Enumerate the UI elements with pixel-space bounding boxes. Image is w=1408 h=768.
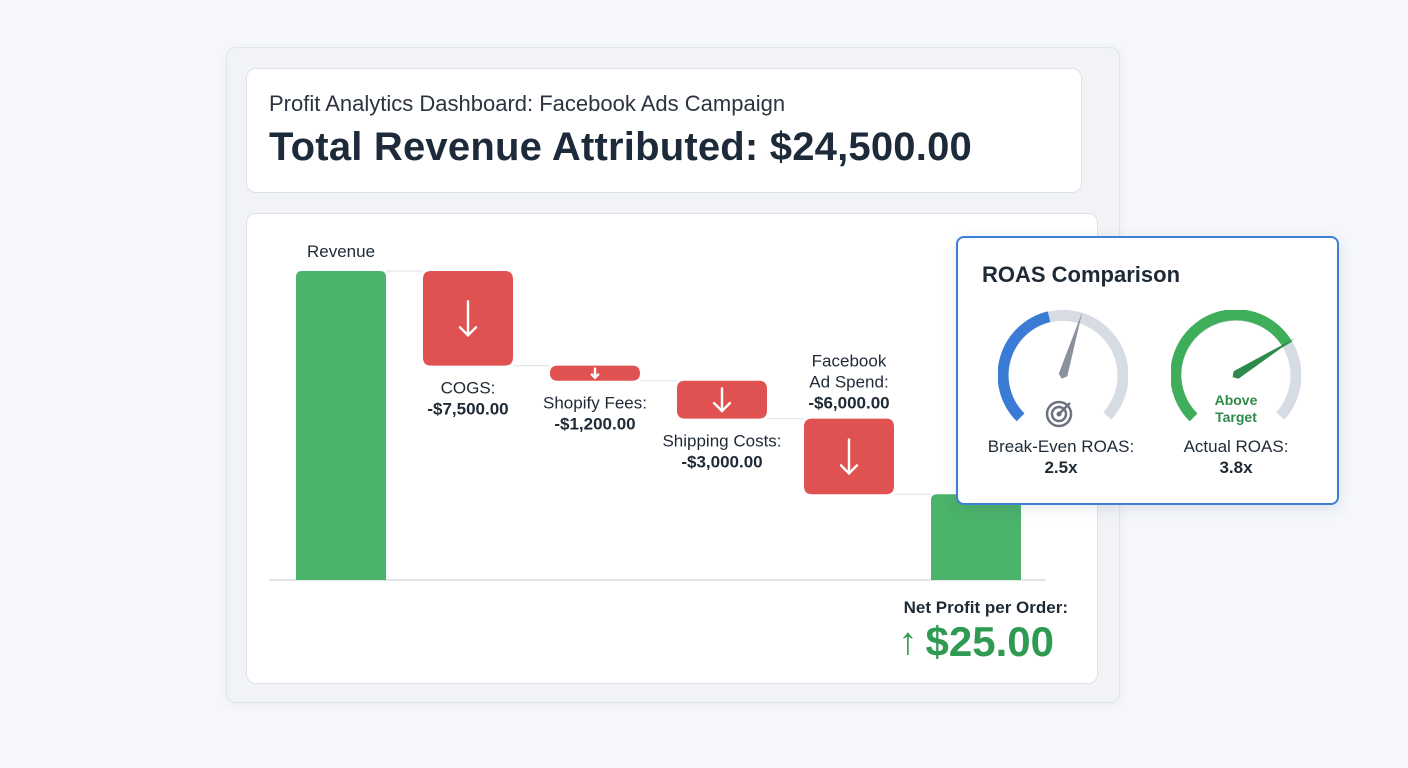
bar-data-label: COGS: (441, 379, 496, 398)
bar-data-label: Shipping Costs: (662, 432, 781, 451)
net-profit-value: $25.00 (925, 618, 1054, 665)
bar-data-label: -$3,000.00 (681, 453, 762, 472)
roas-title: ROAS Comparison (982, 262, 1181, 287)
above-target-badge: Above Target (1214, 392, 1258, 425)
bar-data-label: Ad Spend: (809, 373, 888, 392)
break-even-value: 2.5x (1044, 458, 1078, 477)
actual-roas-value: 3.8x (1219, 458, 1253, 477)
break-even-gauge-fill (998, 311, 1051, 422)
net-profit-label: Net Profit per Order: (903, 598, 1068, 617)
arrow-down-icon (712, 387, 732, 413)
break-even-gauge-needle (1058, 311, 1083, 379)
header-card: Profit Analytics Dashboard: Facebook Ads… (246, 68, 1082, 193)
arrow-down-icon (590, 367, 600, 380)
break-even-gauge (998, 310, 1128, 428)
target-icon (1045, 400, 1073, 428)
arrow-down-icon (458, 300, 478, 337)
actual-roas-gauge (1171, 310, 1301, 422)
net-profit-value-row: ↑ $25.00 (870, 618, 1054, 666)
roas-comparison-card: ROAS Comparison Break-Even ROAS: 2.5x Ab… (956, 236, 1339, 505)
bar-data-label: Facebook (812, 352, 887, 371)
total-revenue-title: Total Revenue Attributed: $24,500.00 (269, 125, 972, 169)
bar-data-label: Shopify Fees: (543, 394, 647, 413)
dashboard-subtitle: Profit Analytics Dashboard: Facebook Ads… (269, 91, 786, 116)
arrow-down-icon (839, 438, 859, 476)
bar-net-profit (931, 494, 1021, 580)
actual-roas-label: Actual ROAS: (1183, 437, 1289, 456)
actual-gauge-fill (1171, 310, 1293, 422)
arrow-up-icon: ↑ (898, 620, 918, 663)
bar-revenue (296, 271, 386, 580)
bar-data-label: Revenue (307, 242, 375, 261)
bar-data-label: -$1,200.00 (554, 415, 635, 434)
bar-data-label: -$6,000.00 (808, 394, 889, 413)
actual-gauge-needle (1232, 337, 1296, 379)
break-even-label: Break-Even ROAS: (987, 437, 1135, 456)
bar-data-label: -$7,500.00 (427, 400, 508, 419)
